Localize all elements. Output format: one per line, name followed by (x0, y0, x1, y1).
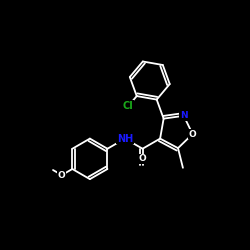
Text: Cl: Cl (123, 101, 134, 111)
Text: O: O (58, 170, 66, 179)
Text: N: N (180, 111, 188, 120)
Text: O: O (189, 130, 196, 138)
Text: NH: NH (117, 134, 133, 143)
Text: O: O (139, 154, 146, 163)
